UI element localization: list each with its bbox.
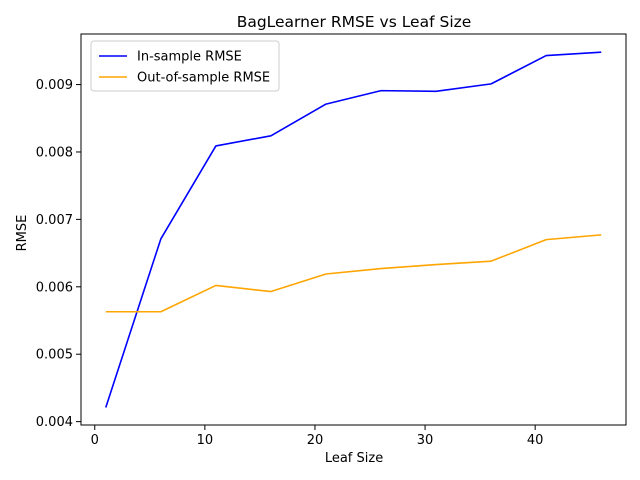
y-tick-label: 0.009: [36, 78, 73, 93]
legend-label: Out-of-sample RMSE: [137, 71, 270, 86]
legend-label: In-sample RMSE: [137, 50, 242, 65]
series-line-1: [105, 234, 602, 313]
x-tick-label: 0: [91, 433, 99, 448]
series-lines: [105, 51, 602, 408]
y-tick-label: 0.005: [36, 348, 73, 363]
x-tick-label: 30: [417, 433, 434, 448]
y-tick-label: 0.004: [36, 415, 73, 430]
x-axis-ticks: 0 10 20 30 40: [91, 425, 544, 448]
chart-title: BagLearner RMSE vs Leaf Size: [237, 13, 472, 31]
x-tick-label: 10: [197, 433, 214, 448]
legend: In-sample RMSE Out-of-sample RMSE: [90, 40, 280, 92]
y-tick-label: 0.006: [36, 280, 73, 295]
x-tick-label: 40: [527, 433, 544, 448]
x-axis-label: Leaf Size: [325, 451, 383, 466]
x-tick-label: 20: [307, 433, 324, 448]
plot-area-frame: [80, 33, 627, 426]
legend-box: [90, 40, 280, 92]
y-tick-label: 0.008: [36, 145, 73, 160]
y-axis-ticks: 0.004 0.005 0.006 0.007 0.008 0.009: [36, 78, 81, 430]
y-tick-label: 0.007: [36, 213, 73, 228]
y-axis-label: RMSE: [15, 215, 30, 252]
series-line-0: [105, 51, 602, 408]
